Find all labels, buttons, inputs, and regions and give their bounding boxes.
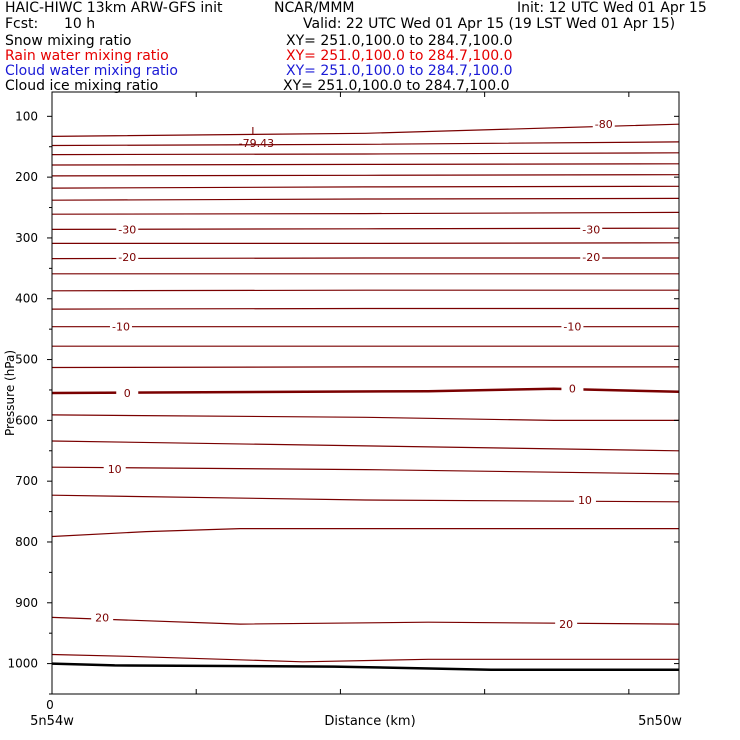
init-time: Init: 12 UTC Wed 01 Apr 15: [517, 0, 707, 16]
field-name-cloud-ice: Cloud ice mixing ratio: [5, 78, 159, 94]
x-right-label: 5n50w: [638, 714, 682, 729]
contour-label-bg-3: [116, 250, 139, 263]
contour-line-7: [51, 211, 680, 215]
y-tick-label-600: 600: [15, 413, 38, 427]
contour-label-bg-9: [103, 463, 126, 476]
y-tick-label-300: 300: [15, 231, 38, 245]
contour-label-5: -10: [112, 321, 130, 334]
contour-line-17: [51, 387, 680, 395]
contour-label-bg-11: [91, 611, 114, 624]
field-name-snow: Snow mixing ratio: [5, 33, 132, 49]
y-tick-label-400: 400: [15, 292, 38, 306]
contour-label-bg-2: [580, 223, 603, 236]
contour-label-11: 20: [95, 611, 109, 624]
contour-label-bg-4: [580, 250, 603, 263]
contour-line-13: [51, 307, 679, 310]
contour-labels: -80 -30 -30 -20 -20 -10 -10 0 0 10 10 20 20: [91, 118, 615, 631]
y-tick-label-900: 900: [15, 596, 38, 610]
contour-line-16: [51, 366, 679, 369]
min-marker-symbol: L: [251, 125, 258, 138]
y-tick-label-1000: 1000: [7, 657, 38, 671]
plot-frame: [51, 91, 680, 695]
contour-line-22: [51, 527, 679, 538]
contour-line-3: [51, 163, 680, 166]
contour-label-4: -20: [582, 251, 600, 264]
contour-line-25: [51, 662, 679, 671]
contour-line-20: [51, 466, 680, 475]
x-axis-ticks: [51, 92, 630, 694]
contour-line-24: [51, 653, 679, 663]
contour-line-6: [51, 197, 680, 201]
contour-label-bg-1: [116, 223, 139, 236]
contour-label-9: 10: [108, 463, 122, 476]
contour-label-1: -30: [118, 223, 136, 236]
valid-time: Valid: 22 UTC Wed 01 Apr 15 (19 LST Wed …: [303, 16, 676, 32]
contour-label-12: 20: [559, 618, 573, 631]
contour-line-0: [51, 123, 680, 137]
y-tick-label-500: 500: [15, 353, 38, 367]
contour-line-5: [51, 185, 680, 189]
contour-line-19: [51, 440, 680, 452]
y-tick-label-700: 700: [15, 474, 38, 488]
model-title: HAIC-HIWC 13km ARW-GFS init: [5, 0, 223, 16]
field-xy-cloud-ice: XY= 251.0,100.0 to 284.7,100.0: [283, 78, 510, 94]
contour-line-1: [51, 141, 680, 147]
contour-label-8: 0: [569, 383, 576, 396]
contour-line-9: [52, 242, 680, 244]
contour-lines: [51, 123, 680, 671]
x-left-label: 5n54w: [30, 714, 74, 729]
contour-label-10: 10: [578, 494, 592, 507]
field-name-cloud-water: Cloud water mixing ratio: [5, 63, 178, 79]
contour-line-18: [51, 414, 679, 421]
contour-line-2: [51, 152, 680, 156]
contour-label-2: -30: [582, 223, 600, 236]
fcst-label: Fcst:: [5, 16, 39, 32]
y-tick-label-100: 100: [15, 109, 38, 123]
contour-line-10: [51, 257, 679, 260]
contour-label-bg-5: [109, 320, 132, 333]
contour-label-bg-0: [592, 118, 615, 131]
contour-label-3: -20: [118, 251, 136, 264]
contour-line-4: [51, 174, 680, 177]
field-xy-snow: XY= 251.0,100.0 to 284.7,100.0: [286, 33, 513, 49]
org-label: NCAR/MMM: [274, 0, 355, 16]
contour-line-8: [51, 227, 680, 230]
field-xy-cloud-water: XY= 251.0,100.0 to 284.7,100.0: [286, 63, 513, 79]
contour-label-6: -10: [563, 321, 581, 334]
x-axis-label: Distance (km): [324, 714, 415, 729]
y-axis-label: Pressure (hPa): [3, 350, 17, 436]
contour-label-bg-6: [561, 320, 584, 333]
contour-line-23: [51, 616, 680, 625]
y-tick-label-800: 800: [15, 535, 38, 549]
fcst-value: 10 h: [64, 16, 96, 32]
contour-label-7: 0: [124, 387, 131, 400]
contour-line-12: [51, 289, 679, 292]
contour-label-bg-7: [116, 387, 139, 399]
y-tick-label-200: 200: [15, 170, 38, 184]
contour-label-0: -80: [595, 118, 613, 131]
contour-label-bg-12: [555, 618, 578, 631]
x-origin-label: 0: [46, 698, 54, 712]
field-name-rain: Rain water mixing ratio: [5, 48, 169, 64]
contour-label-bg-8: [561, 382, 584, 395]
field-xy-rain: XY= 251.0,100.0 to 284.7,100.0: [286, 48, 513, 64]
contour-label-bg-10: [573, 494, 596, 507]
min-marker-value: -79.43: [239, 137, 274, 150]
